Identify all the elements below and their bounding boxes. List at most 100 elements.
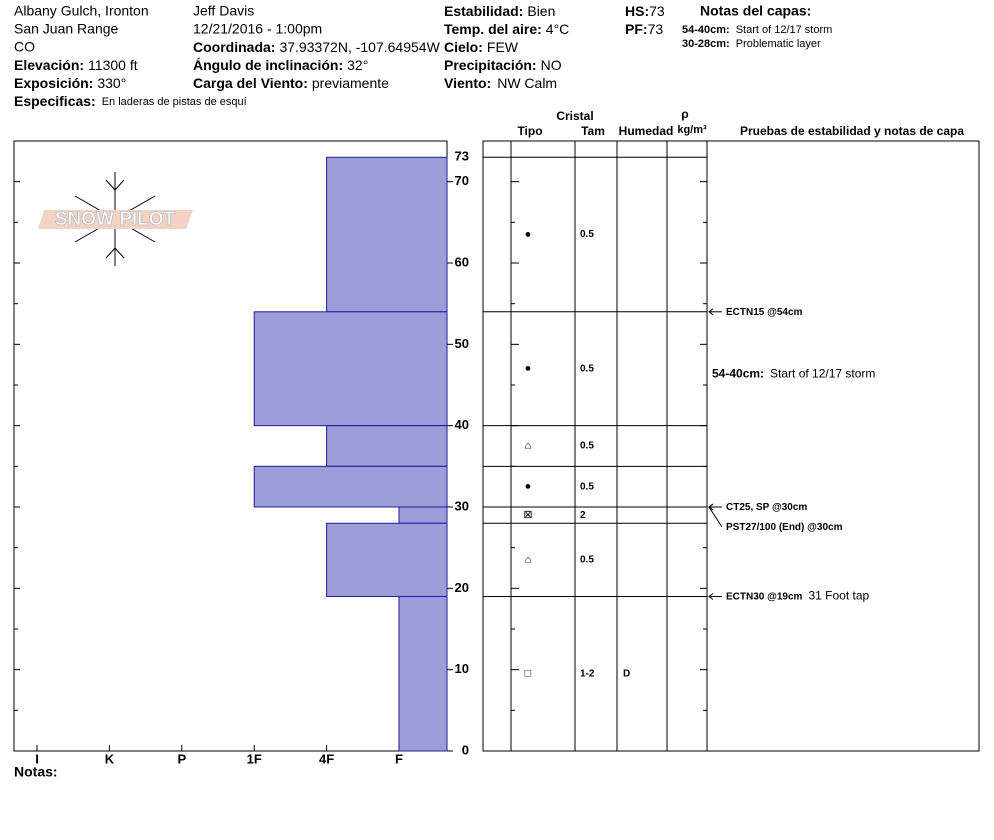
hardness-label: K bbox=[105, 751, 115, 766]
layer-note: 54-40cm: Start of 12/17 storm bbox=[712, 367, 875, 381]
grain-type: ⌂ bbox=[525, 440, 532, 452]
notes-label: Notas: bbox=[14, 764, 58, 780]
depth-tick-label: 0 bbox=[462, 742, 469, 757]
grain-type: □ bbox=[525, 668, 532, 680]
hardness-bar bbox=[326, 425, 448, 467]
depth-tick-label: 10 bbox=[455, 661, 469, 676]
hardness-bar bbox=[253, 465, 448, 508]
value: Bien bbox=[527, 3, 555, 19]
table-columns bbox=[510, 141, 708, 751]
label: Carga del Viento: bbox=[193, 75, 308, 91]
pf: PF:73 bbox=[625, 21, 663, 37]
grain-type: ⊠ bbox=[523, 509, 532, 521]
grain-type: ● bbox=[525, 228, 532, 240]
air-temp: Temp. del aire: 4°C bbox=[444, 21, 569, 37]
hardness-label: F bbox=[395, 751, 403, 766]
elevation: Elevación: 11300 ft bbox=[14, 57, 138, 73]
hardness-label: I bbox=[35, 751, 39, 766]
location: Albany Gulch, Ironton bbox=[14, 3, 149, 19]
table-frame bbox=[482, 140, 980, 752]
wind-load: Carga del Viento: previamente bbox=[193, 75, 389, 91]
test-comment: 31 Foot tap bbox=[808, 589, 869, 603]
stability-test: PST27/100 (End) @30cm bbox=[726, 522, 843, 533]
hs-label: 73 bbox=[455, 149, 469, 164]
value: En laderas de pistas de esquí bbox=[102, 96, 247, 108]
label: Especificas: bbox=[14, 93, 96, 109]
label: Precipitación: bbox=[444, 57, 537, 73]
label: Viento: bbox=[444, 75, 491, 91]
value: 37.93372N, -107.64954W bbox=[279, 39, 440, 55]
header-rho: ρ bbox=[681, 107, 688, 121]
hardness-label: P bbox=[177, 751, 186, 766]
value: NW Calm bbox=[497, 75, 557, 91]
test-text: ECTN30 @19cm bbox=[726, 591, 803, 602]
hardness-label: 1F bbox=[247, 751, 262, 766]
label: Coordinada: bbox=[193, 39, 275, 55]
header-tests: Pruebas de estabilidad y notas de capa bbox=[740, 124, 964, 138]
value: 4°C bbox=[546, 21, 570, 37]
grain-size: 0.5 bbox=[580, 441, 594, 452]
value: NO bbox=[541, 57, 562, 73]
grain-size: 0.5 bbox=[580, 229, 594, 240]
hardness-bar bbox=[326, 156, 448, 313]
test-text: CT25, SP @30cm bbox=[726, 502, 807, 513]
grain-size: 0.5 bbox=[580, 363, 594, 374]
grain-size: 1-2 bbox=[580, 668, 595, 679]
note-text: Start of 12/17 storm bbox=[736, 24, 833, 36]
sky: Cielo: FEW bbox=[444, 39, 519, 55]
depth-tick-label: 50 bbox=[455, 336, 469, 351]
header-tam: Tam bbox=[581, 124, 605, 138]
grain-size: 0.5 bbox=[580, 555, 594, 566]
hardness-bar bbox=[326, 522, 448, 597]
label: Estabilidad: bbox=[444, 3, 523, 19]
grain-size: 0.5 bbox=[580, 481, 594, 492]
observer: Jeff Davis bbox=[193, 3, 254, 19]
stability: Estabilidad: Bien bbox=[444, 3, 555, 19]
label: Temp. del aire: bbox=[444, 21, 542, 37]
header-cristal: Cristal bbox=[556, 109, 593, 123]
grain-size: 2 bbox=[580, 510, 586, 521]
label: Ángulo de inclinación: bbox=[193, 57, 343, 73]
specifics: Especificas: En laderas de pistas de esqu… bbox=[14, 93, 247, 109]
note-range: 30-28cm: bbox=[682, 38, 730, 50]
label: Exposición: bbox=[14, 75, 93, 91]
value: previamente bbox=[312, 75, 389, 91]
hardness-label: 4F bbox=[319, 751, 334, 766]
layer-notes-title: Notas del capas: bbox=[700, 3, 811, 19]
test-text: ECTN15 @54cm bbox=[726, 306, 803, 317]
note-range: 54-40cm: bbox=[682, 24, 730, 36]
stability-test: ECTN30 @19cm 31 Foot tap bbox=[726, 589, 869, 603]
layer-note: 54-40cm: Start of 12/17 storm bbox=[682, 24, 832, 36]
grain-type: ⌂ bbox=[525, 554, 532, 566]
stability-test: ECTN15 @54cm bbox=[726, 306, 803, 317]
header-tipo: Tipo bbox=[517, 124, 542, 138]
precipitation: Precipitación: NO bbox=[444, 57, 562, 73]
slope: Ángulo de inclinación: 32° bbox=[193, 57, 368, 73]
state: CO bbox=[14, 39, 35, 55]
wind: Viento: NW Calm bbox=[444, 75, 557, 91]
hardness-bar bbox=[398, 595, 448, 752]
value: 330° bbox=[97, 75, 126, 91]
stability-test: CT25, SP @30cm bbox=[726, 502, 807, 513]
test-text: PST27/100 (End) @30cm bbox=[726, 522, 843, 533]
range: San Juan Range bbox=[14, 21, 119, 37]
value: 32° bbox=[347, 57, 368, 73]
depth-tick-label: 30 bbox=[455, 498, 469, 513]
layer-notes: 54-40cm: Start of 12/17 storm 30-28cm: Prob… bbox=[682, 24, 832, 50]
hardness-bar bbox=[253, 311, 448, 427]
test-arrowhead bbox=[708, 308, 714, 316]
hardness-bar bbox=[398, 506, 448, 524]
logo-text: SNOW PILOT bbox=[55, 209, 176, 230]
label: HS: bbox=[625, 3, 649, 19]
depth-tick-label: 70 bbox=[455, 173, 469, 188]
note-range: 54-40cm: bbox=[712, 367, 764, 381]
moisture: D bbox=[623, 668, 630, 679]
coordinates: Coordinada: 37.93372N, -107.64954W bbox=[193, 39, 441, 55]
test-arrowhead bbox=[708, 503, 714, 511]
header-density-unit: kg/m³ bbox=[677, 124, 707, 136]
note-text: Problematic layer bbox=[736, 38, 821, 50]
depth-tick-label: 20 bbox=[455, 580, 469, 595]
note-text: Start of 12/17 storm bbox=[770, 367, 875, 381]
value: 11300 ft bbox=[88, 57, 138, 73]
